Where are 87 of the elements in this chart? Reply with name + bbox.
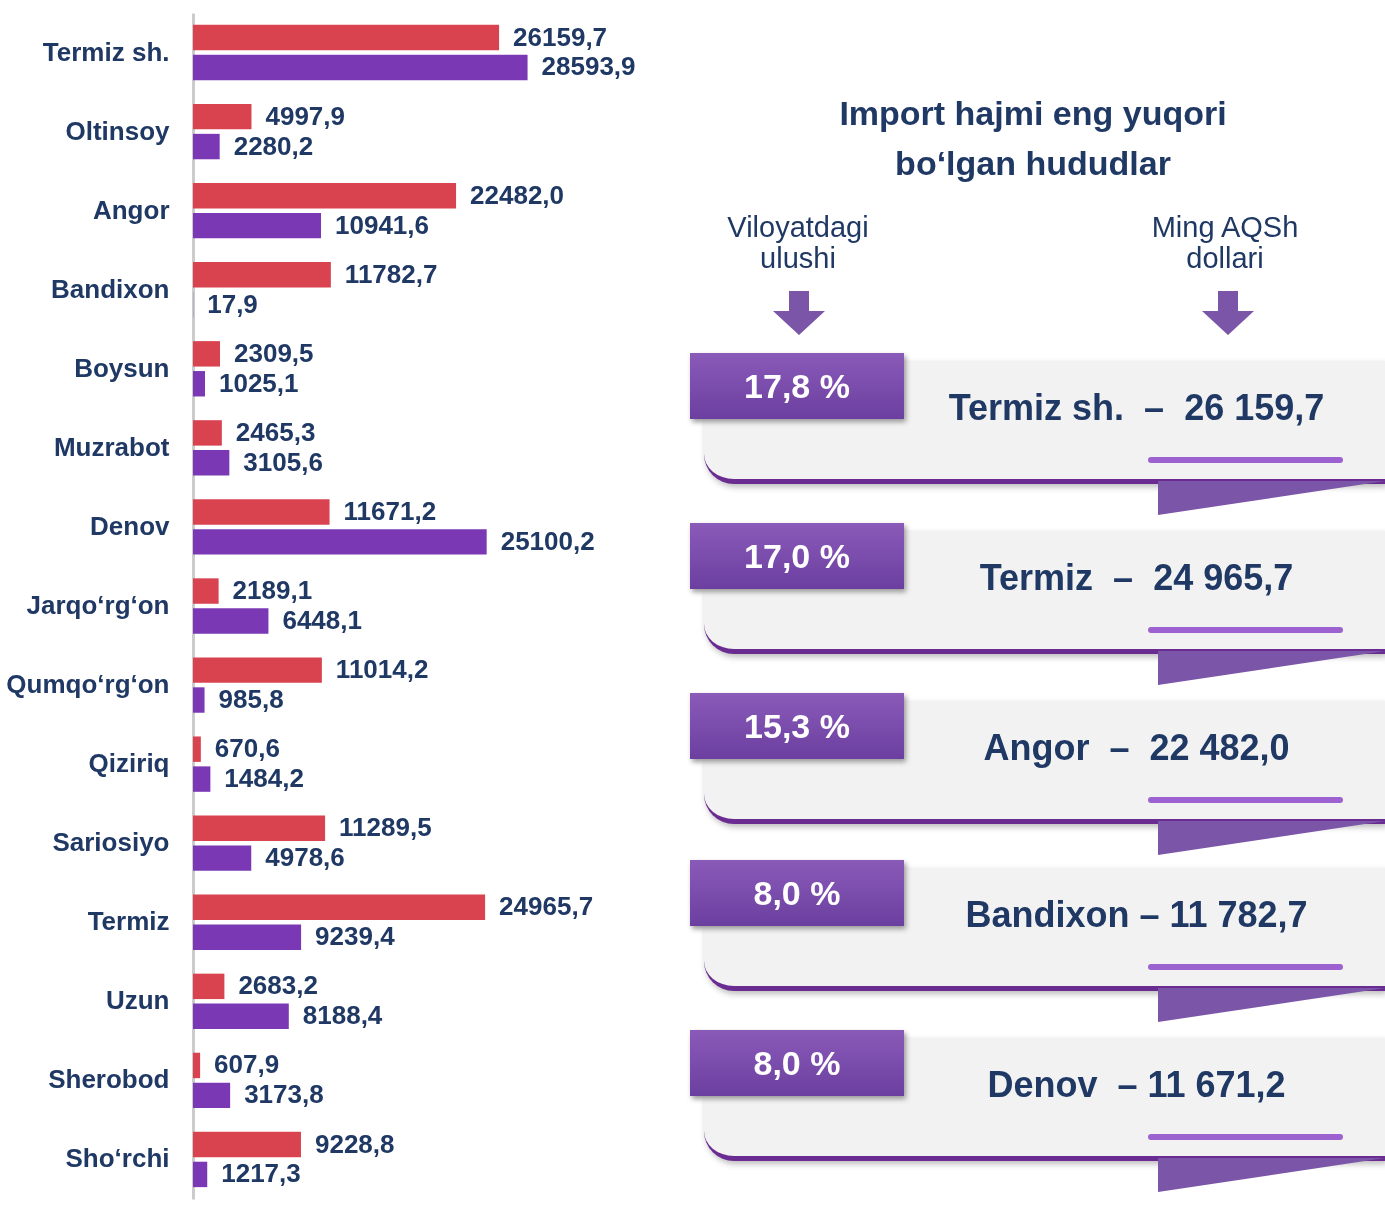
bar: [193, 1161, 208, 1188]
bar: [193, 499, 330, 525]
data-label: 670,6: [214, 733, 280, 764]
y-tick-label: Angor: [92, 194, 170, 225]
data-label: 24965,7: [499, 891, 594, 922]
bar: [193, 529, 487, 555]
bar: [193, 736, 201, 762]
bar: [193, 341, 221, 367]
y-tick-label: Sho‘rchi: [65, 1143, 170, 1174]
bar: [193, 1003, 289, 1030]
bar: [193, 687, 205, 713]
bar: [193, 420, 222, 446]
y-tick-label: Termiz sh.: [42, 36, 170, 67]
y-tick-label: Jarqo‘rg‘on: [26, 590, 170, 620]
bar: [193, 924, 302, 950]
y-tick-label: Sariosiyo: [52, 827, 170, 858]
data-label: 2683,2: [238, 970, 318, 1001]
data-label: 17,9: [207, 288, 258, 319]
y-tick-label: Qiziriq: [88, 748, 170, 779]
text: Angor – 22 482,0: [982, 727, 1291, 769]
data-label: 11782,7: [344, 258, 438, 289]
data-label: 1025,1: [218, 367, 299, 398]
y-tick-label: Boysun: [74, 352, 170, 383]
text: Import hajmi eng yuqori bo‘lgan hududlar: [838, 93, 1228, 184]
data-label: 8188,4: [302, 1000, 383, 1031]
bar: [193, 815, 326, 841]
bar: [193, 450, 230, 476]
bar: [193, 1082, 231, 1109]
bar: [193, 182, 457, 209]
data-label: 4997,9: [265, 100, 346, 131]
data-label: 28593,9: [541, 51, 636, 82]
data-label: 11014,2: [335, 654, 429, 685]
data-label: 11671,2: [343, 495, 437, 526]
text: 17,8 %: [690, 353, 904, 419]
data-label: 9228,8: [314, 1128, 395, 1159]
data-label: 2280,2: [233, 130, 314, 161]
data-label: 3105,6: [243, 446, 323, 477]
bar: [193, 657, 322, 683]
text: 8,0 %: [690, 860, 904, 926]
y-tick-label: Termiz: [87, 906, 170, 937]
text: 8,0 %: [690, 1030, 904, 1096]
text: Termiz – 24 965,7: [978, 557, 1295, 599]
bar: [193, 845, 252, 871]
data-label: 10941,6: [335, 209, 430, 240]
data-label: 3173,8: [244, 1079, 324, 1110]
text: 15,3 %: [690, 693, 904, 759]
data-label: 25100,2: [500, 525, 595, 556]
bar: [193, 212, 322, 239]
text: 17,0 %: [690, 523, 904, 589]
bar: [193, 371, 205, 397]
bar: [193, 608, 269, 634]
y-tick-label: Denov: [90, 510, 171, 541]
data-label: 4978,6: [265, 842, 345, 873]
bar: [193, 262, 331, 288]
bar: [193, 766, 211, 792]
bar: [193, 133, 220, 160]
text: Bandixon – 11 782,7: [964, 894, 1309, 936]
bar: [193, 973, 225, 1000]
data-label: 26159,7: [513, 21, 608, 52]
y-tick-label: Uzun: [105, 985, 170, 1016]
bar: [193, 1052, 201, 1079]
text: Termiz sh. – 26 159,7: [947, 387, 1326, 429]
data-label: 9239,4: [315, 921, 396, 952]
y-tick-label: Qumqo‘rg‘on: [6, 669, 170, 700]
y-tick-label: Sherobod: [48, 1064, 170, 1095]
data-label: 1484,2: [224, 763, 304, 794]
bar: [193, 24, 500, 51]
y-tick-label: Bandixon: [51, 273, 170, 304]
text: Viloyatdagi ulushi: [726, 211, 870, 274]
y-tick-label: Muzrabot: [53, 431, 170, 462]
data-label: 1217,3: [221, 1158, 301, 1189]
bar: [193, 894, 486, 921]
data-label: 6448,1: [282, 604, 362, 635]
text: Ming AQSh dollari: [1150, 211, 1300, 274]
bar: [193, 1131, 301, 1158]
y-tick-label: Oltinsoy: [65, 115, 171, 146]
bar: [193, 578, 219, 604]
data-label: 11289,5: [339, 812, 432, 843]
data-label: 985,8: [218, 684, 284, 715]
bar: [193, 103, 252, 130]
data-label: 2189,1: [232, 575, 313, 606]
data-label: 2465,3: [235, 416, 316, 447]
data-label: 2309,5: [234, 337, 314, 368]
bar: [193, 54, 528, 81]
data-label: 22482,0: [470, 179, 565, 210]
data-label: 607,9: [214, 1049, 280, 1080]
text: Denov – 11 671,2: [986, 1064, 1287, 1106]
